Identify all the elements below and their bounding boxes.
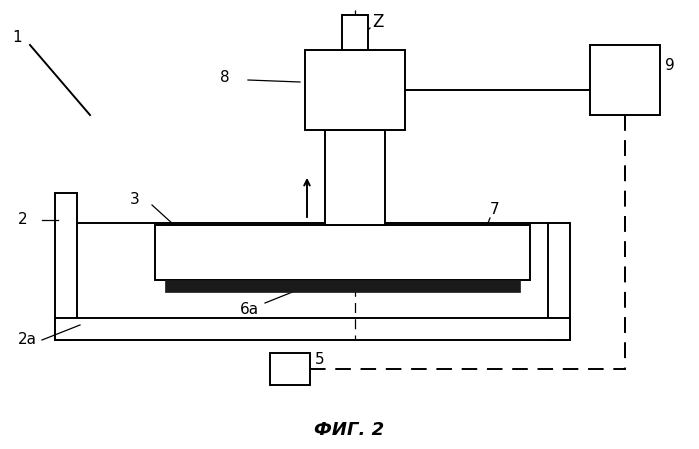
Bar [55,193,77,340]
Text: 7: 7 [490,202,500,217]
Bar [155,225,530,280]
Text: 3: 3 [130,193,140,207]
Text: ФИГ. 2: ФИГ. 2 [314,421,384,439]
Text: 8: 8 [220,70,230,85]
Text: 1: 1 [12,31,22,45]
Bar [55,318,570,340]
Text: 2a: 2a [18,333,37,348]
Bar [305,50,405,130]
Bar [325,130,385,225]
Bar [270,353,310,385]
Text: Z: Z [372,13,383,31]
Bar [590,45,660,115]
Bar [548,223,570,340]
Bar [165,280,520,292]
Bar [342,15,368,50]
Text: 9: 9 [665,57,675,72]
Text: 2: 2 [18,212,28,228]
Text: 5: 5 [315,352,324,367]
Text: 6a: 6a [240,303,259,317]
